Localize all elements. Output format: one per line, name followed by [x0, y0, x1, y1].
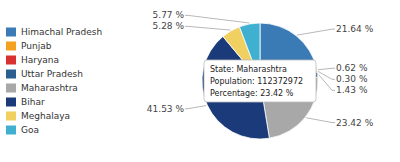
legend-label: Meghalaya: [21, 111, 70, 121]
leader-line: [318, 71, 335, 79]
leader-line: [319, 75, 335, 91]
legend-swatch: [6, 28, 16, 37]
legend-swatch: [6, 56, 16, 65]
leader-line: [185, 15, 249, 23]
tooltip: State: Maharashtra Population: 112372972 P…: [204, 60, 316, 102]
leader-line: [185, 26, 230, 30]
slices: [202, 23, 318, 139]
data-label: 0.62 %: [336, 63, 368, 73]
data-label: 0.30 %: [336, 74, 368, 84]
legend-label: Maharashtra: [21, 83, 78, 93]
legend-label: Goa: [21, 125, 39, 135]
legend-label: Bihar: [21, 97, 45, 107]
legend-swatch: [6, 126, 16, 135]
legend-swatch: [6, 84, 16, 93]
legend-swatch: [6, 98, 16, 107]
legend-swatch: [6, 70, 16, 79]
data-label: 21.64 %: [336, 24, 374, 34]
data-label: 5.28 %: [153, 21, 185, 31]
legend-label: Uttar Pradesh: [21, 69, 83, 79]
tooltip-box: [204, 60, 316, 102]
legend-label: Punjab: [21, 41, 52, 51]
leader-line: [297, 29, 335, 35]
legend-label: Haryana: [21, 55, 59, 65]
leader-line: [185, 106, 206, 109]
legend-label: Himachal Pradesh: [21, 27, 102, 37]
legend-swatch: [6, 42, 16, 51]
annotation: Population: 112372972: [210, 77, 303, 86]
data-label: 5.77 %: [153, 10, 185, 20]
legend: Himachal Pradesh Punjab Haryana Uttar Prade…: [6, 27, 102, 135]
data-label: 23.42 %: [336, 118, 374, 128]
annotation: Percentage: 23.42 %: [210, 89, 294, 98]
leader-line: [318, 68, 335, 69]
chart: 21.64 % 0.62 %0.30 %1.43 % 23.42 % 5.77 %5.…: [0, 0, 400, 162]
data-labels: 21.64 % 0.62 %0.30 %1.43 % 23.42 % 5.77 %5.…: [147, 10, 374, 127]
data-label: 41.53 %: [147, 104, 185, 114]
legend-swatch: [6, 112, 16, 121]
leader-line: [306, 118, 335, 123]
annotation: State: Maharashtra: [210, 65, 287, 74]
data-label: 1.43 %: [336, 85, 368, 95]
